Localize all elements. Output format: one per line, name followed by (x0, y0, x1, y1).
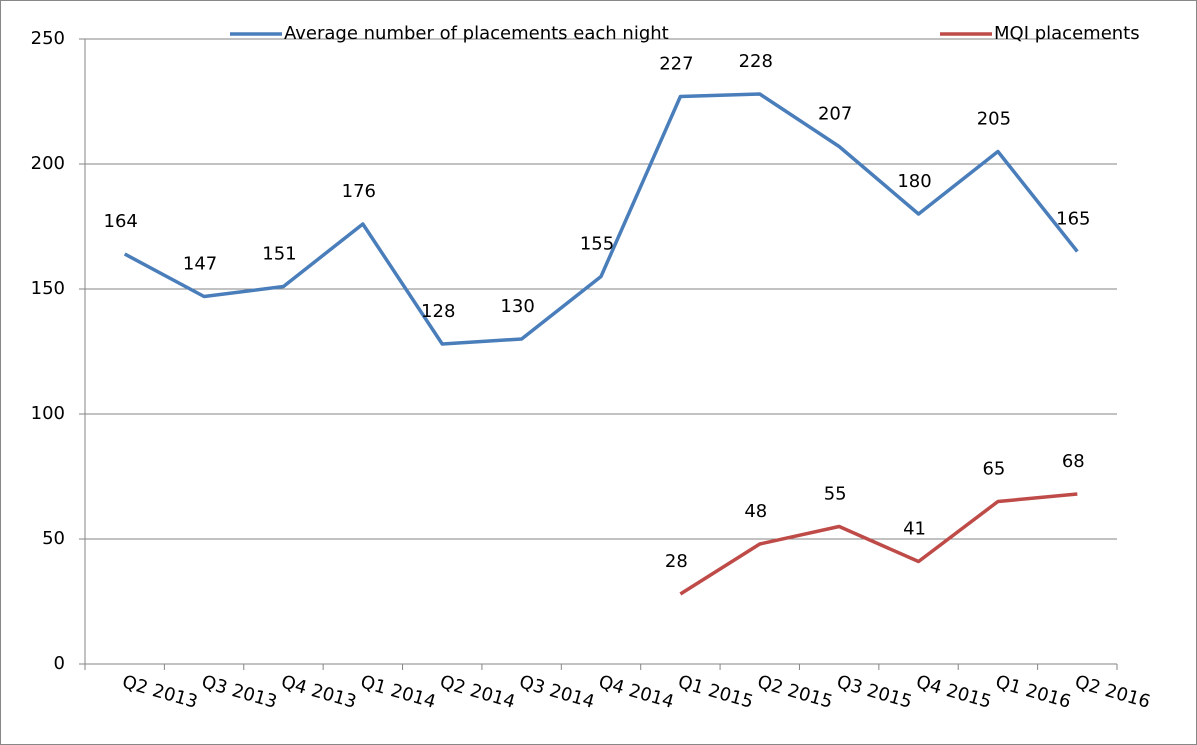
data-label: 41 (903, 519, 926, 540)
data-label: 48 (744, 501, 767, 522)
series-line (123, 92, 1079, 346)
y-tick-label: 250 (31, 28, 65, 49)
y-tick-label: 50 (42, 528, 65, 549)
data-label: 205 (977, 109, 1011, 130)
data-label: 227 (659, 54, 693, 75)
data-label: 176 (342, 181, 376, 202)
series-line (679, 492, 1078, 596)
data-label: 164 (104, 211, 138, 232)
data-label: 155 (580, 234, 614, 255)
data-label: 68 (1062, 451, 1085, 472)
data-label: 165 (1056, 209, 1090, 230)
y-tick-label: 0 (54, 653, 65, 674)
data-label: 130 (500, 296, 534, 317)
y-tick-label: 100 (31, 403, 65, 424)
data-label: 147 (183, 254, 217, 275)
legend-label: Average number of placements each night (284, 23, 669, 44)
y-tick-label: 200 (31, 153, 65, 174)
data-label: 180 (897, 171, 931, 192)
y-tick-label: 150 (31, 278, 65, 299)
data-label: 207 (818, 104, 852, 125)
data-label: 128 (421, 301, 455, 322)
legend-label: MQI placements (994, 23, 1140, 44)
data-label: 228 (739, 51, 773, 72)
data-label: 55 (824, 484, 847, 505)
data-label: 65 (982, 459, 1005, 480)
data-label: 151 (262, 244, 296, 265)
data-label: 28 (665, 551, 688, 572)
